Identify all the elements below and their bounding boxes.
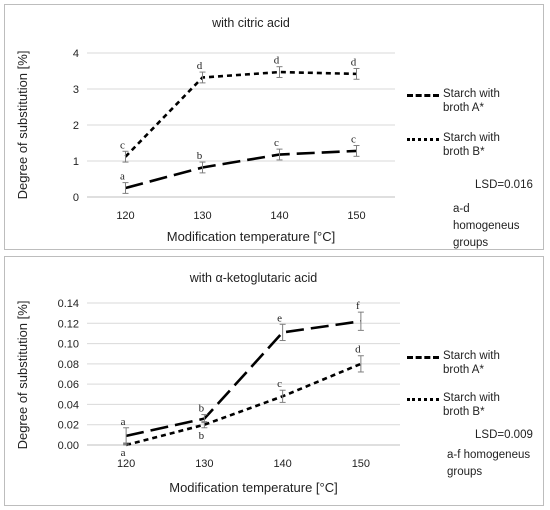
series-line-broth-a xyxy=(125,319,362,438)
group-letter: f xyxy=(356,300,360,312)
x-tick-label: 150 xyxy=(347,210,365,222)
group-letter: b xyxy=(199,403,205,415)
y-tick-label: 2 xyxy=(73,120,79,132)
y-tick-label: 4 xyxy=(73,48,79,60)
x-tick-label: 130 xyxy=(195,458,213,470)
y-axis-title: Degree of substitution [%] xyxy=(15,51,30,200)
chart-ketoglutaric-acid: with α-ketoglutaric acid 0.00 0.02 0.04 0.06… xyxy=(15,271,400,495)
legend-swatch-long-dash xyxy=(407,94,439,97)
y-tick-label: 1 xyxy=(73,156,79,168)
x-axis-title: Modification temperature [°C] xyxy=(167,229,336,244)
legend-citric-acid: Starch with broth A* Starch with broth B… xyxy=(407,85,537,165)
lsd-note-ketoglutaric: LSD=0.009 xyxy=(475,429,533,441)
y-tick-label: 3 xyxy=(73,84,79,96)
y-axis-title: Degree of substitution [%] xyxy=(15,301,30,450)
x-tick-label: 120 xyxy=(117,458,135,470)
y-tick-label: 0.12 xyxy=(58,318,79,330)
legend-swatch-short-dash xyxy=(407,398,439,401)
group-letter: a xyxy=(120,171,125,183)
group-letter: a xyxy=(121,447,126,459)
group-letter: d xyxy=(274,55,280,67)
group-letter: d xyxy=(351,56,357,68)
y-tick-label: 0.10 xyxy=(58,339,79,351)
groups-note-citric: a-d homogeneus groups xyxy=(453,203,520,249)
y-tick-label: 0.04 xyxy=(58,399,79,411)
y-tick-label: 0.00 xyxy=(58,440,79,452)
series-line-broth-b xyxy=(125,362,362,447)
group-letter: c xyxy=(120,139,125,151)
group-letter: d xyxy=(355,344,361,356)
chart-title: with citric acid xyxy=(211,16,290,30)
group-letter: a xyxy=(121,416,126,428)
legend-swatch-short-dash xyxy=(407,138,439,141)
y-tick-label: 0.06 xyxy=(58,379,79,391)
group-letter: c xyxy=(274,137,279,149)
chart-title: with α-ketoglutaric acid xyxy=(189,271,317,285)
group-letter: d xyxy=(197,60,203,72)
x-tick-label: 150 xyxy=(352,458,370,470)
legend-label-broth-b: Starch with broth B* xyxy=(443,392,500,418)
series-line-broth-b xyxy=(124,70,357,158)
legend-label-broth-a: Starch with broth A* xyxy=(443,88,500,114)
legend-ketoglutaric-acid: Starch with broth A* Starch with broth B… xyxy=(407,347,537,427)
chart-panel-citric-acid: with citric acid 0 1 2 3 4 120 130 140 150 Modific… xyxy=(4,4,544,250)
x-tick-label: 130 xyxy=(193,210,211,222)
x-tick-label: 140 xyxy=(270,210,288,222)
y-tick-label: 0.08 xyxy=(58,359,79,371)
legend-label-broth-b: Starch with broth B* xyxy=(443,132,500,158)
chart-panel-ketoglutaric-acid: with α-ketoglutaric acid 0.00 0.02 0.04 0.06… xyxy=(4,256,544,506)
legend-swatch-long-dash xyxy=(407,356,439,359)
x-axis-title: Modification temperature [°C] xyxy=(169,480,338,495)
y-tick-label: 0 xyxy=(73,192,79,204)
series-line-broth-a xyxy=(125,149,357,190)
x-tick-label: 140 xyxy=(273,458,291,470)
group-letter: c xyxy=(351,134,356,146)
y-tick-label: 0.14 xyxy=(58,298,79,310)
group-letter: e xyxy=(277,312,282,324)
group-letter: b xyxy=(199,430,205,442)
groups-note-ketoglutaric: a-f homogeneus groups xyxy=(447,449,531,478)
lsd-note-citric: LSD=0.016 xyxy=(475,179,533,191)
group-letter: c xyxy=(277,378,282,390)
x-tick-label: 120 xyxy=(116,210,134,222)
y-tick-label: 0.02 xyxy=(58,420,79,432)
group-letter: b xyxy=(197,150,203,162)
chart-citric-acid: with citric acid 0 1 2 3 4 120 130 140 150 Modific… xyxy=(15,16,395,244)
legend-label-broth-a: Starch with broth A* xyxy=(443,350,500,376)
